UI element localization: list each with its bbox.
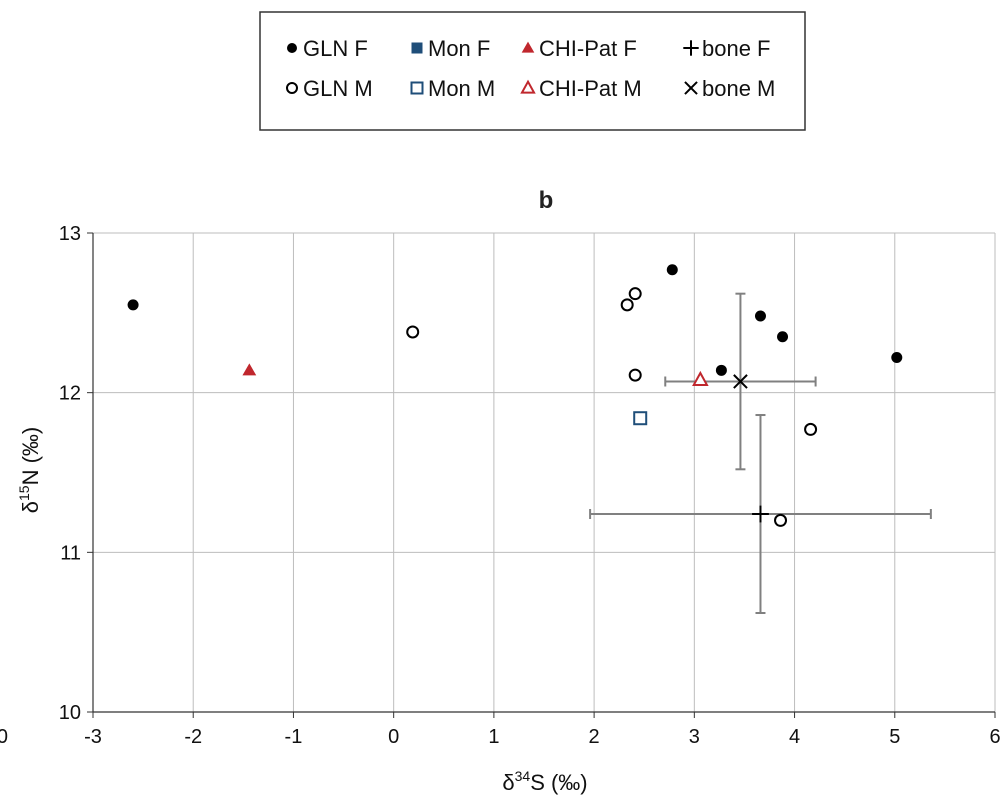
point-gln-f <box>666 264 678 276</box>
point-mon-m <box>633 411 648 426</box>
legend-marker-chi-pat-f <box>521 41 535 53</box>
y-tick-label: 13 <box>59 223 81 245</box>
point-gln-m <box>628 287 642 301</box>
point-bone-f <box>752 505 769 523</box>
x-tick-label: -2 <box>184 726 202 748</box>
legend-label-gln-f: GLN F <box>303 36 368 61</box>
legend-marker-chi-pat-m <box>520 79 536 94</box>
legend-label-bone-m: bone M <box>702 76 775 101</box>
x-tick-label: 5 <box>889 726 900 748</box>
point-gln-m <box>628 368 642 382</box>
grid-lines <box>93 232 996 712</box>
legend-label-bone-f: bone F <box>702 36 771 61</box>
legend: GLN F Mon F CHI-Pat F bone F GLN M Mon M CHI-P… <box>286 36 775 101</box>
legend-label-mon-m: Mon M <box>428 76 495 101</box>
legend-label-mon-f: Mon F <box>428 36 490 61</box>
y-axis-title: δ15N (‰) <box>16 427 43 513</box>
x-tick-label: 0 <box>388 726 399 748</box>
x-axis-title: δ34S (‰) <box>502 768 587 795</box>
legend-marker-bone-f <box>683 40 699 56</box>
point-chi-pat-f <box>242 363 257 376</box>
x-tick-label: 6 <box>989 726 1000 748</box>
legend-box <box>259 11 806 131</box>
legend-marker-mon-f <box>411 42 423 54</box>
cross-b <box>733 374 748 389</box>
cross-b <box>684 81 698 95</box>
legend-label-chi-pat-f: CHI-Pat F <box>539 36 637 61</box>
point-gln-m <box>804 422 818 436</box>
point-bone-m <box>733 374 748 389</box>
legend-marker-gln-m <box>286 82 298 94</box>
axes <box>87 232 996 718</box>
x-tick-label: -1 <box>285 726 303 748</box>
x-tick-label-clipped: 0 <box>0 726 8 748</box>
point-gln-f <box>715 364 727 376</box>
point-gln-m <box>406 325 420 339</box>
point-gln-m <box>620 298 634 312</box>
data-points <box>127 264 903 527</box>
x-tick-label: -3 <box>84 726 102 748</box>
point-chi-pat-m <box>692 370 709 386</box>
legend-marker-bone-m <box>684 81 698 95</box>
point-gln-m <box>774 513 788 527</box>
x-tick-label: 3 <box>689 726 700 748</box>
point-gln-f <box>891 352 903 364</box>
x-tick-label: 4 <box>789 726 800 748</box>
panel-label: b <box>539 187 554 214</box>
x-tick-label: 2 <box>589 726 600 748</box>
y-tick-label: 11 <box>60 542 81 564</box>
point-gln-f <box>754 310 766 322</box>
y-tick-label: 10 <box>59 702 81 724</box>
legend-marker-mon-m <box>410 81 424 95</box>
y-tick-label: 12 <box>59 383 81 405</box>
point-gln-f <box>127 299 139 311</box>
error-bars <box>589 292 932 615</box>
x-tick-label: 1 <box>488 726 499 748</box>
legend-label-gln-m: GLN M <box>303 76 373 101</box>
point-gln-f <box>777 331 789 343</box>
legend-label-chi-pat-m: CHI-Pat M <box>539 76 642 101</box>
legend-marker-gln-f <box>287 43 297 53</box>
